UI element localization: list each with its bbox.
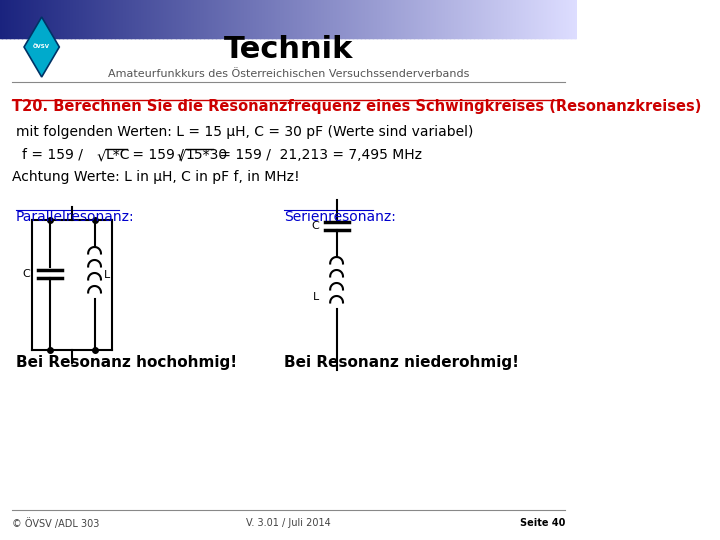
Text: Seite 40: Seite 40: [520, 518, 565, 528]
Text: L: L: [312, 292, 319, 302]
Text: T20. Berechnen Sie die Resonanzfrequenz eines Schwingkreises (Resonanzkreises): T20. Berechnen Sie die Resonanzfrequenz …: [12, 99, 701, 114]
Text: C: C: [23, 269, 30, 279]
Text: Bei Resonanz hochohmig!: Bei Resonanz hochohmig!: [16, 355, 237, 370]
Text: mit folgenden Werten: L = 15 μH, C = 30 pF (Werte sind variabel): mit folgenden Werten: L = 15 μH, C = 30 …: [16, 125, 474, 139]
Text: Technik: Technik: [224, 36, 354, 64]
Text: f = 159 /: f = 159 /: [22, 148, 88, 162]
Text: © ÖVSV /ADL 303: © ÖVSV /ADL 303: [12, 518, 99, 529]
Text: √: √: [176, 148, 186, 163]
Text: Parallelresonanz:: Parallelresonanz:: [16, 210, 135, 224]
Text: Serienresonanz:: Serienresonanz:: [284, 210, 397, 224]
Text: = 159 /: = 159 /: [128, 148, 189, 162]
Polygon shape: [24, 17, 59, 77]
Text: √: √: [96, 148, 106, 163]
Text: 15*30: 15*30: [186, 148, 228, 162]
Text: Bei Resonanz niederohmig!: Bei Resonanz niederohmig!: [284, 355, 520, 370]
Text: L: L: [104, 270, 110, 280]
Text: = 159 /  21,213 = 7,495 MHz: = 159 / 21,213 = 7,495 MHz: [215, 148, 422, 162]
Text: Amateurfunkkurs des Österreichischen Versuchssenderverbands: Amateurfunkkurs des Österreichischen Ver…: [108, 69, 469, 79]
Text: L*C: L*C: [106, 148, 130, 162]
Text: C: C: [311, 221, 319, 231]
Text: V. 3.01 / Juli 2014: V. 3.01 / Juli 2014: [246, 518, 331, 528]
Text: Achtung Werte: L in μH, C in pF f, in MHz!: Achtung Werte: L in μH, C in pF f, in MH…: [12, 170, 300, 184]
Text: ÖVSV: ÖVSV: [33, 44, 50, 50]
